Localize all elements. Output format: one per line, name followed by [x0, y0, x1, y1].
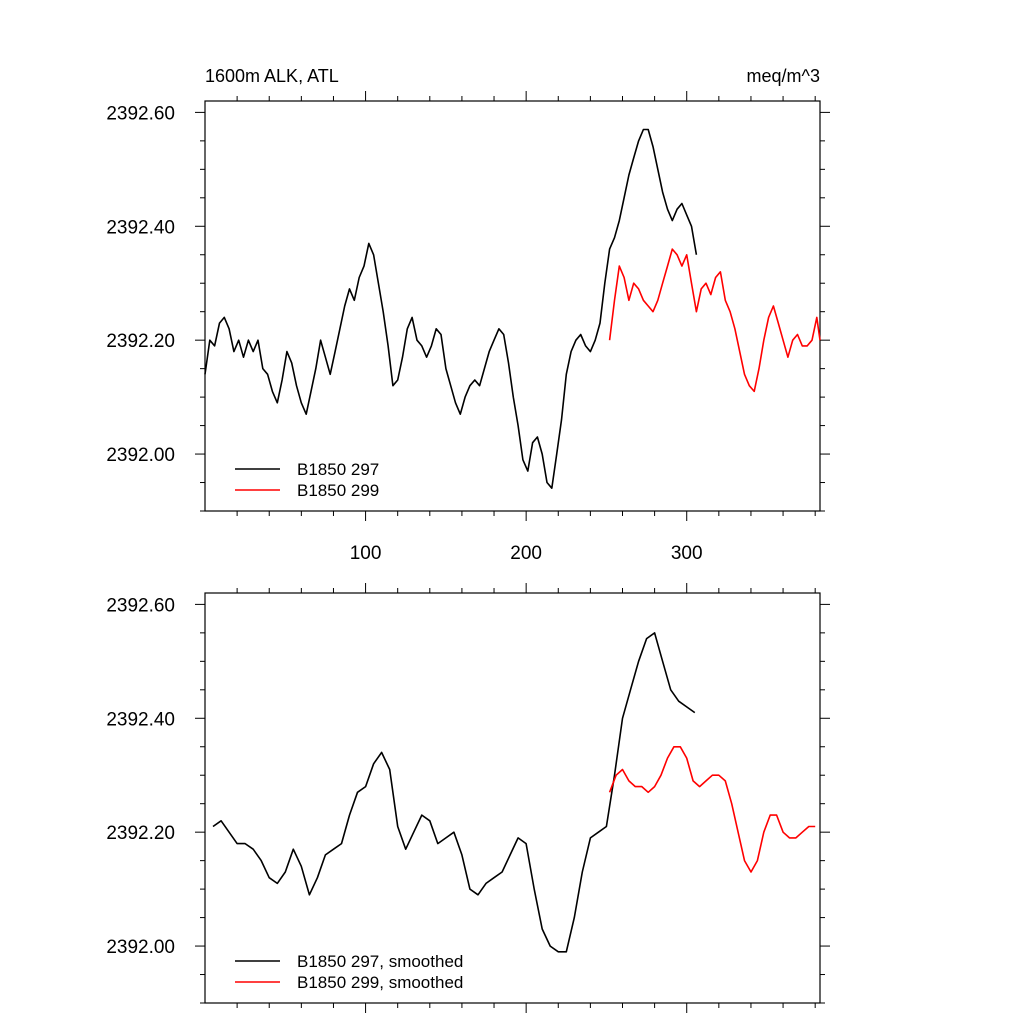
bottom-legend-label-1: B1850 297, smoothed: [297, 952, 463, 971]
bottom-legend: B1850 297, smoothed B1850 299, smoothed: [235, 952, 463, 992]
bottom-series-line-2: [608, 745, 816, 873]
top-y-tick-label: 2392.40: [106, 217, 175, 238]
top-title-left: 1600m ALK, ATL: [205, 66, 339, 86]
top-y-tick-label: 2392.60: [106, 103, 175, 124]
bottom-panel: 2392.00 2392.20 2392.40 2392.60 B1850 297, …: [106, 583, 830, 1013]
top-y-tick-label: 2392.00: [106, 445, 175, 466]
top-series-line-2: [608, 248, 821, 393]
top-series-line-1: [204, 128, 698, 490]
bottom-y-tick-label: 2392.60: [106, 595, 175, 616]
bottom-y-tick-label: 2392.20: [106, 823, 175, 844]
bottom-series-line-1: [212, 632, 696, 953]
bottom-plot-frame: [204, 592, 821, 1004]
top-x-tick-label: 200: [510, 543, 542, 564]
bottom-y-tick-label: 2392.00: [106, 937, 175, 958]
top-legend: B1850 297 B1850 299: [235, 460, 379, 500]
bottom-y-tick-label: 2392.40: [106, 709, 175, 730]
top-legend-label-1: B1850 297: [297, 460, 379, 479]
top-legend-label-2: B1850 299: [297, 481, 379, 500]
top-x-tick-label: 300: [671, 543, 703, 564]
top-panel: 1600m ALK, ATL meq/m^3 2392.00 2392.20 239…: [106, 66, 830, 564]
bottom-legend-label-2: B1850 299, smoothed: [297, 973, 463, 992]
top-plot-frame: [204, 100, 821, 512]
top-y-tick-label: 2392.20: [106, 331, 175, 352]
top-x-tick-label: 100: [350, 543, 382, 564]
top-title-right: meq/m^3: [747, 66, 820, 86]
